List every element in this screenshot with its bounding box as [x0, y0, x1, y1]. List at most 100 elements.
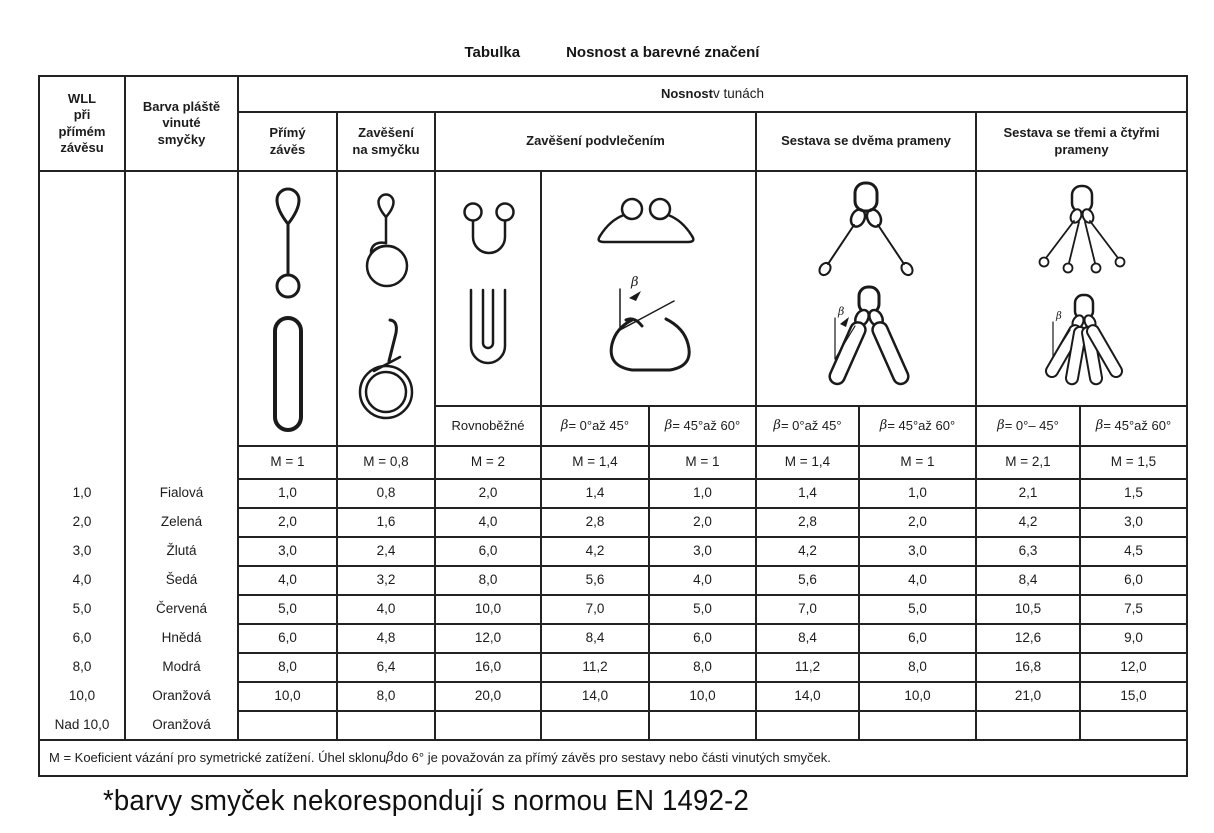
- basket-hitch-icon: [596, 197, 695, 243]
- four-leg-choked-beta-icon: β: [1044, 293, 1123, 385]
- sling-color-name: Šedá: [165, 572, 198, 588]
- diagram-podvleceni-sikme: β: [541, 171, 756, 406]
- diagram-zaveseni-na-smycku: [337, 171, 435, 446]
- capacity-cell: [756, 711, 859, 740]
- capacity-cell: 8,0: [238, 653, 337, 682]
- capacity-cell: 1,0: [649, 479, 756, 508]
- capacity-cell: 10,0: [649, 682, 756, 711]
- capacity-cell: 4,8: [337, 624, 435, 653]
- m-coefficient-cell: M = 2,1: [976, 446, 1080, 479]
- sling-color-name: Oranžová: [152, 688, 211, 704]
- angle-header-0-45: β = 0°až 45°: [756, 406, 859, 446]
- m-coefficient-cell: M = 1,4: [756, 446, 859, 479]
- capacity-cell: 6,0: [649, 624, 756, 653]
- capacity-cell: 8,0: [435, 566, 541, 595]
- capacity-cell: 2,4: [337, 537, 435, 566]
- wll-value: 10,0: [68, 688, 96, 704]
- eye-to-eye-sling-icon: [275, 187, 300, 299]
- capacity-cell: [337, 711, 435, 740]
- parallel-basket-icon: [463, 202, 515, 255]
- capacity-cell: 5,0: [859, 595, 976, 624]
- two-leg-choked-beta-icon: β: [828, 285, 910, 386]
- sling-color-name: Žlutá: [166, 543, 197, 559]
- capacity-cell: 10,0: [859, 682, 976, 711]
- angle-header-0-45: β = 0°až 45°: [541, 406, 649, 446]
- capacity-cell: 12,6: [976, 624, 1080, 653]
- capacity-cell: [1080, 711, 1187, 740]
- choke-hitch-beta-icon: β: [609, 275, 691, 372]
- capacity-cell: 12,0: [1080, 653, 1187, 682]
- choke-on-ring-icon: [365, 193, 409, 288]
- nosnost-header-rest: v tunách: [712, 85, 765, 101]
- capacity-cell: 5,0: [238, 595, 337, 624]
- wll-value: 8,0: [72, 659, 92, 675]
- diagram-primy-zaves: [238, 171, 337, 446]
- angle-header-0-45: β = 0°– 45°: [976, 406, 1080, 446]
- capacity-cell: 3,2: [337, 566, 435, 595]
- capacity-cell: 8,0: [859, 653, 976, 682]
- m-coefficient-cell: M = 1,4: [541, 446, 649, 479]
- capacity-cell: 1,4: [541, 479, 649, 508]
- capacity-cell: 8,0: [337, 682, 435, 711]
- capacity-cell: 21,0: [976, 682, 1080, 711]
- m-coefficient-cell: M = 1: [649, 446, 756, 479]
- capacity-cell: 4,0: [859, 566, 976, 595]
- capacity-cell: 8,4: [541, 624, 649, 653]
- zaveseni-podvlecenim-header: Zavěšení podvlečením: [435, 112, 756, 171]
- beta-angle-label: β: [1055, 311, 1062, 322]
- flat-basket-icon: [469, 288, 507, 365]
- capacity-cell: 6,0: [238, 624, 337, 653]
- capacity-cell: 6,0: [1080, 566, 1187, 595]
- diagram-sestava-tremi: β: [976, 171, 1187, 406]
- capacity-cell: 3,0: [649, 537, 756, 566]
- capacity-cell: 4,0: [435, 508, 541, 537]
- angle-header-45-60: β = 45°až 60°: [649, 406, 756, 446]
- capacity-cell: 11,2: [756, 653, 859, 682]
- diagram-sestava-dvema: β: [756, 171, 976, 406]
- capacity-cell: 1,6: [337, 508, 435, 537]
- capacity-cell: 6,0: [859, 624, 976, 653]
- capacity-cell: [649, 711, 756, 740]
- table-title-label: Tabulka: [464, 44, 521, 61]
- capacity-cell: [859, 711, 976, 740]
- table-title-caption: Nosnost a barevné značení: [566, 44, 760, 61]
- capacity-cell: 7,0: [541, 595, 649, 624]
- m-coefficient-cell: M = 2: [435, 446, 541, 479]
- wll-value: 3,0: [72, 543, 92, 559]
- capacity-cell: 4,2: [541, 537, 649, 566]
- wll-value: 4,0: [72, 572, 92, 588]
- sestava-dvema-header: Sestava se dvěma prameny: [756, 112, 976, 171]
- capacity-cell: 4,5: [1080, 537, 1187, 566]
- capacity-cell: 8,4: [976, 566, 1080, 595]
- color-column-header: Barva pláště vinuté smyčky: [125, 76, 238, 171]
- wll-value: 6,0: [72, 630, 92, 646]
- angle-header-45-60: β = 45°až 60°: [859, 406, 976, 446]
- capacity-cell: 2,0: [435, 479, 541, 508]
- capacity-color-table: WLL při přímém závěsu Barva pláště vinut…: [38, 75, 1188, 777]
- endless-sling-icon: [272, 315, 303, 432]
- sling-color-name: Fialová: [159, 485, 204, 501]
- capacity-cell: 0,8: [337, 479, 435, 508]
- color-disclaimer-note: *barvy smyček nekorespondují s normou EN…: [103, 785, 749, 817]
- capacity-cell: [435, 711, 541, 740]
- capacity-cell: 2,8: [756, 508, 859, 537]
- wll-value: 5,0: [72, 601, 92, 617]
- capacity-cell: 9,0: [1080, 624, 1187, 653]
- capacity-cell: [238, 711, 337, 740]
- capacity-cell: 3,0: [238, 537, 337, 566]
- twisted-loop-icon: [358, 318, 414, 419]
- capacity-cell: 2,8: [541, 508, 649, 537]
- capacity-cell: 7,0: [756, 595, 859, 624]
- four-leg-sling-icon: [1038, 185, 1125, 274]
- sling-color-name: Červená: [155, 601, 208, 617]
- wll-value-list: 1,0 2,0 3,0 4,0 5,0 6,0 8,0 10,0 Nad 10,0: [39, 171, 125, 740]
- m-coefficient-cell: M = 1,5: [1080, 446, 1187, 479]
- capacity-cell: 2,0: [649, 508, 756, 537]
- wll-value: Nad 10,0: [54, 717, 110, 733]
- capacity-cell: 11,2: [541, 653, 649, 682]
- beta-angle-label: β: [630, 275, 639, 290]
- angle-header-rovnobezne: Rovnoběžné: [435, 406, 541, 446]
- m-coefficient-cell: M = 1: [238, 446, 337, 479]
- capacity-cell: 6,0: [435, 537, 541, 566]
- capacity-cell: 12,0: [435, 624, 541, 653]
